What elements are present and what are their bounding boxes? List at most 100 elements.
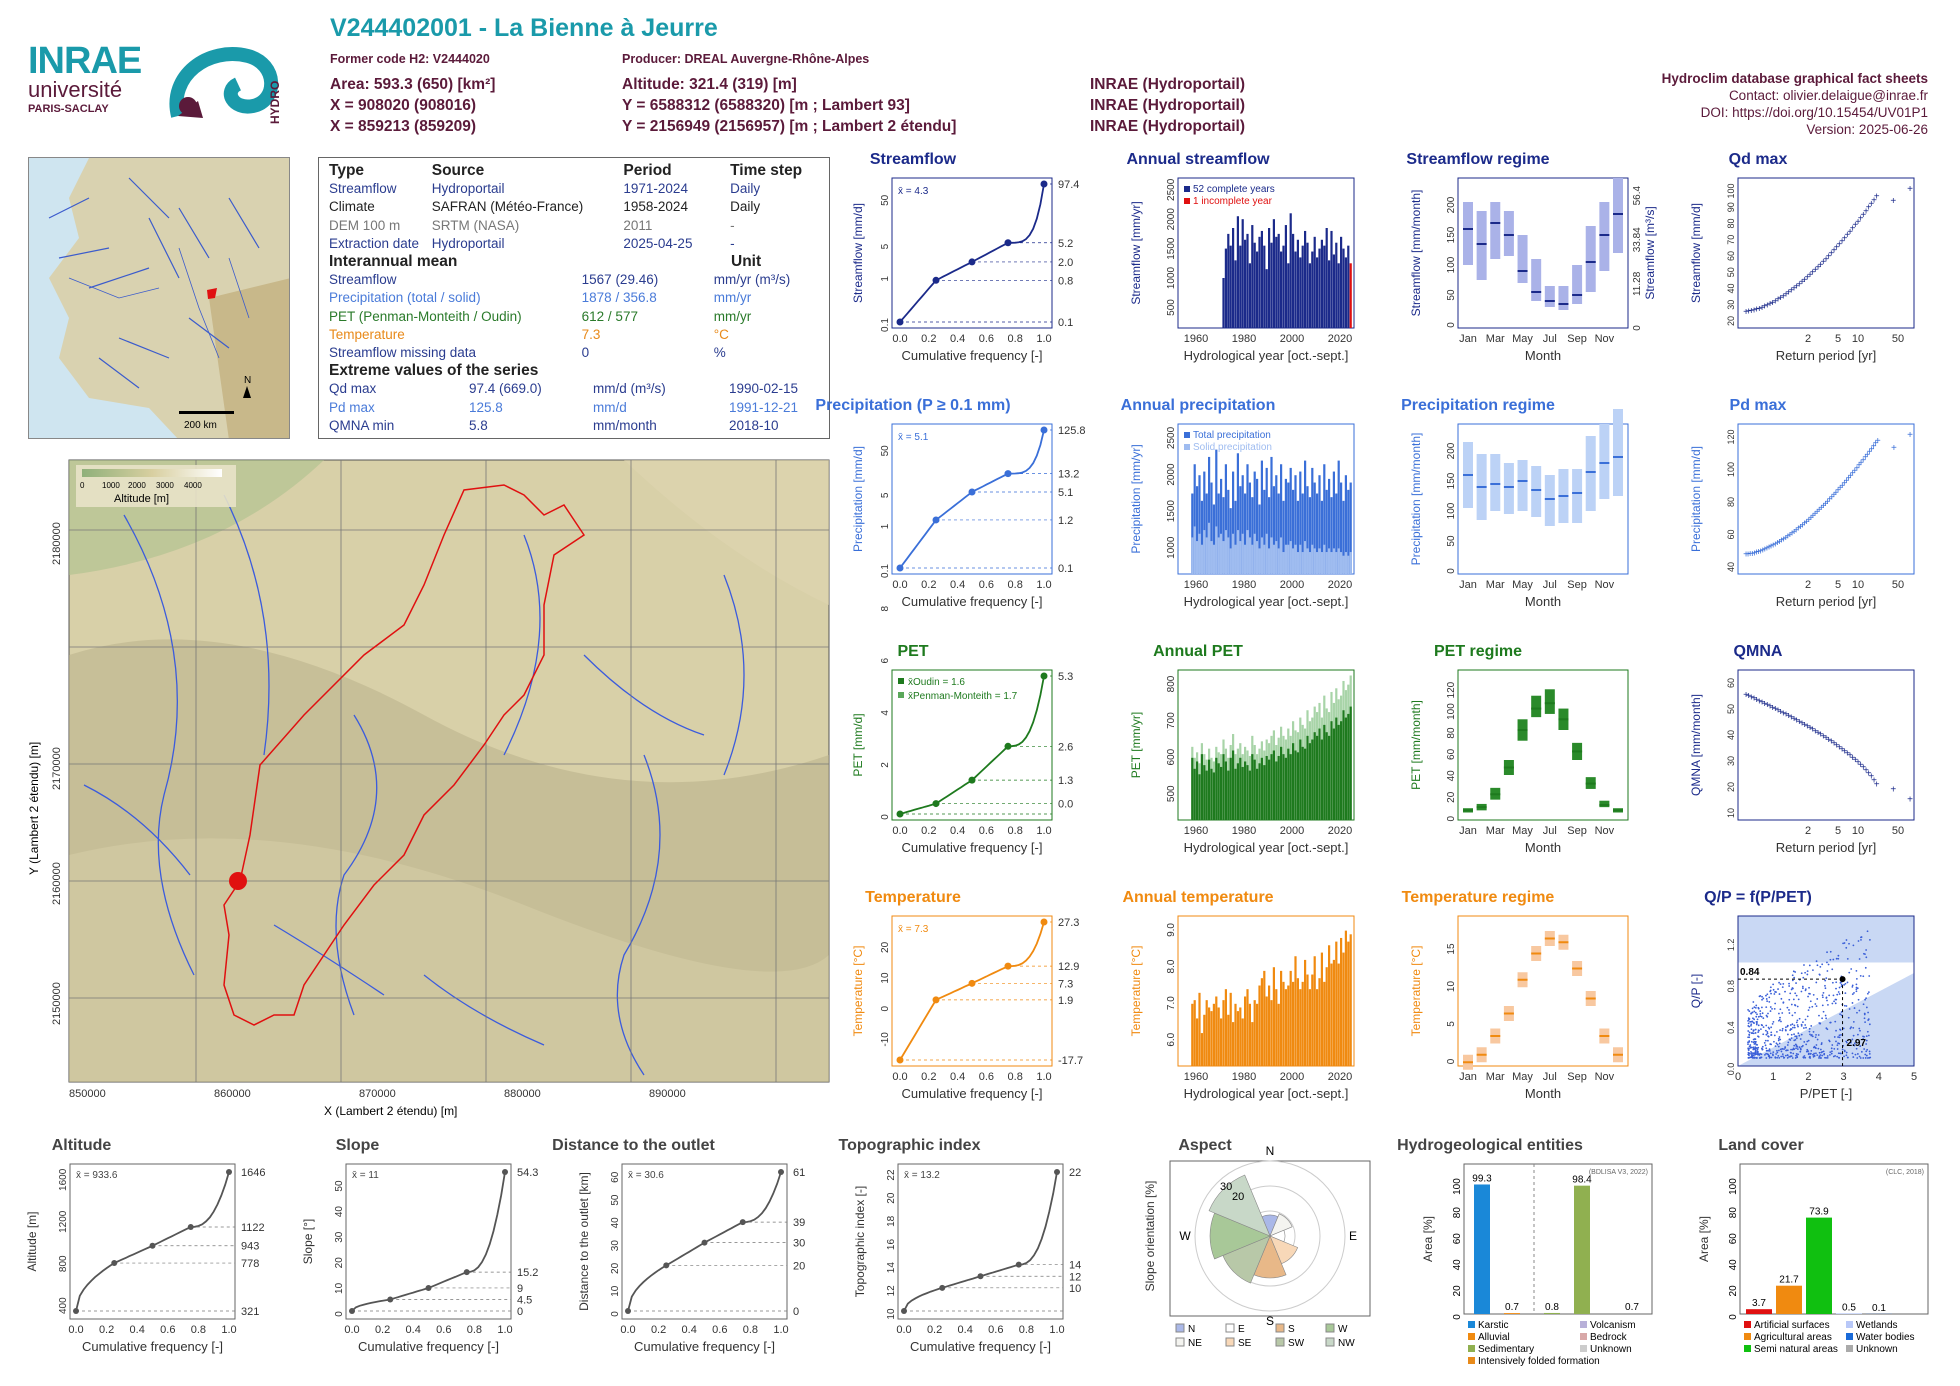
y-tick-label: 0 [1728, 1314, 1739, 1320]
x-tick-label: 5 [1835, 825, 1841, 837]
bar [1232, 228, 1235, 328]
bar-solid [1265, 533, 1268, 574]
scatter-point [1815, 1044, 1818, 1046]
y-axis-label: Precipitation [mm/d] [1689, 446, 1703, 552]
scatter-point [1831, 968, 1834, 971]
left-tick-label: 0 [880, 1006, 891, 1012]
bar [1313, 482, 1316, 574]
inrae-logo: INRAE université PARIS-SACLAY [28, 40, 148, 120]
scatter-point [1843, 1055, 1845, 1058]
x-tick-label: 50 [1892, 333, 1904, 345]
y-tick-label: 50 [1446, 535, 1457, 547]
bar [1208, 759, 1211, 820]
bar [1236, 1011, 1239, 1066]
svg-text:2170000: 2170000 [51, 747, 63, 790]
bar [1256, 768, 1259, 820]
scatter-point [1755, 1023, 1758, 1026]
doi[interactable]: DOI: https://doi.org/10.15454/UV01P1 [1700, 105, 1928, 120]
bar [1251, 497, 1254, 574]
bar-label: 0.1 [1872, 1303, 1886, 1314]
y-tick-label: 1000 [1166, 266, 1177, 289]
y-tick-label: 100 [1726, 462, 1736, 477]
y-tick-label: 15 [1446, 943, 1457, 955]
scatter-point [1821, 1017, 1824, 1020]
data-point: + [1804, 722, 1810, 733]
bar [1260, 757, 1263, 820]
data-point: + [1807, 270, 1813, 281]
data-point: + [1815, 262, 1821, 273]
scatter-point [1752, 1001, 1755, 1003]
scatter-point [1859, 1029, 1861, 1032]
chart-precipitation-p-mm-: Precipitation (P ≥ 0.1 mm)125.813.25.11.… [815, 397, 1085, 609]
x-tick-label: 0.8 [743, 1324, 758, 1336]
x-tick-label: May [1512, 579, 1533, 591]
box [1585, 436, 1596, 511]
right-tick-label: 943 [241, 1241, 259, 1253]
scatter-point [1819, 1022, 1822, 1025]
scatter-point [1750, 1032, 1753, 1034]
x-tick-label: 2020 [1328, 1071, 1352, 1083]
scatter-point [1822, 991, 1825, 994]
legend-swatch [1580, 1345, 1587, 1352]
data-point: + [1831, 246, 1837, 257]
bar [1301, 746, 1304, 820]
scatter-point [1790, 1003, 1793, 1006]
scatter-point [1767, 1012, 1769, 1015]
scatter-point [1851, 1052, 1854, 1055]
data-point: + [1802, 519, 1808, 530]
scatter-point [1837, 957, 1840, 960]
bar [1330, 963, 1333, 1066]
scatter-point [1808, 1006, 1811, 1009]
scatter-point [1788, 1055, 1791, 1058]
bar [1330, 230, 1333, 328]
bar [1248, 263, 1251, 328]
bar [1332, 959, 1335, 1066]
cumulative-curve [903, 1171, 1058, 1312]
data-point: + [1834, 740, 1840, 751]
scatter-point [1867, 1018, 1870, 1021]
right-tick-label: 61 [793, 1167, 805, 1179]
box [1613, 409, 1623, 496]
scatter-point [1765, 994, 1767, 997]
bar-solid [1344, 552, 1347, 574]
scatter-point [1862, 975, 1865, 978]
scatter-point [1824, 987, 1827, 990]
scatter-point [1796, 1019, 1799, 1022]
scatter-point [1759, 1015, 1762, 1018]
chart-title: Annual temperature [1122, 889, 1273, 906]
quantile-point [502, 1169, 508, 1175]
x-tick-label: 1.0 [1036, 825, 1051, 837]
data-point: + [1783, 533, 1789, 544]
scatter-point [1821, 1054, 1824, 1057]
bar [1318, 728, 1321, 820]
bar [1320, 239, 1323, 328]
bar [1198, 992, 1201, 1066]
scatter-point [1762, 997, 1765, 1000]
scatter-point [1809, 1053, 1812, 1055]
inrae-logo-text: INRAE [28, 40, 142, 82]
plot-frame [69, 1163, 236, 1320]
right-tick-label: 1.2 [1058, 515, 1073, 527]
bar [1337, 963, 1340, 1066]
plot-frame [1737, 423, 1915, 575]
stats-row: Climate SAFRAN (Météo-France) 1958-2024 Dai… [329, 199, 761, 215]
scatter-point [1770, 992, 1772, 995]
bar [1282, 500, 1285, 574]
marker-label: 2.97 [1847, 1038, 1867, 1049]
quantile-point [932, 516, 940, 524]
x-tick-label: 0.2 [921, 1071, 936, 1083]
data-point: + [1823, 254, 1829, 265]
bar [1337, 724, 1340, 820]
scatter-point [1815, 1052, 1817, 1055]
data-point: + [1847, 227, 1853, 238]
contact[interactable]: Contact: olivier.delaigue@inrae.fr [1728, 88, 1928, 103]
bar [1256, 251, 1259, 328]
bar-solid [1241, 533, 1244, 574]
scatter-point [1838, 993, 1841, 995]
scatter-point [1799, 1048, 1802, 1051]
scatter-point [1790, 1033, 1793, 1036]
scatter-point [1787, 1041, 1790, 1044]
chart-annual-precipitation: Annual precipitation10001500200025001960… [1121, 397, 1355, 609]
scatter-point [1764, 1044, 1767, 1047]
